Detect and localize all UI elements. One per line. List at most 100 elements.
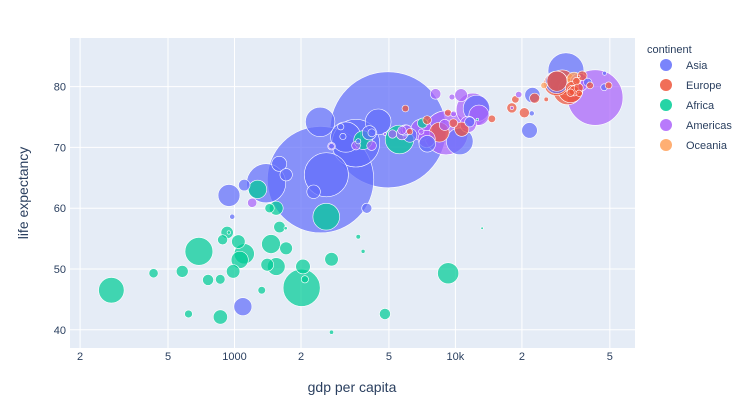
bubble-africa (273, 220, 286, 234)
bubble-asia (355, 138, 362, 145)
bubble-europe (448, 118, 458, 128)
bubble-americas (438, 119, 451, 131)
bubble-europe (586, 81, 594, 90)
bubble-europe (604, 81, 613, 90)
bubble-africa (230, 250, 249, 269)
bubble-africa (282, 268, 321, 307)
bubble-americas (366, 140, 377, 151)
x-tick-label: 5 (165, 351, 171, 363)
bubble-africa (480, 226, 484, 230)
bubble-africa (379, 308, 391, 320)
bubble-americas (450, 110, 457, 118)
bubble-europe (543, 96, 549, 102)
y-tick-label: 80 (54, 82, 66, 94)
bubble-asia (339, 133, 347, 140)
bubble-asia (238, 179, 251, 192)
bubble-africa (257, 286, 266, 295)
bubble-asia (418, 135, 436, 153)
x-tick-label: 2 (298, 351, 304, 363)
bubble-asia (521, 122, 538, 139)
bubble-americas (383, 132, 387, 136)
x-tick-label: 10k (447, 351, 465, 363)
bubble-africa (300, 275, 309, 284)
x-tick-label: 1000 (222, 351, 246, 363)
bubble-europe (406, 128, 414, 136)
bubble-africa (215, 274, 226, 285)
bubble-europe (422, 115, 432, 125)
bubble-asia (528, 110, 535, 117)
bubble-europe (577, 74, 581, 78)
legend-label-africa: Africa (686, 100, 715, 112)
y-tick-label: 70 (54, 142, 66, 154)
bubble-asia (464, 116, 476, 128)
bubble-americas (418, 128, 425, 135)
legend-title: continent (647, 44, 692, 56)
bubble-africa (279, 241, 293, 255)
legend-marker-oceania (660, 139, 672, 151)
legend-label-americas: Americas (686, 120, 732, 132)
legend-label-europe: Europe (686, 80, 721, 92)
bubble-asia (233, 297, 253, 317)
bubble-africa (324, 252, 339, 267)
bubble-asia (217, 184, 241, 207)
bubble-europe (546, 70, 568, 92)
bubble-africa (184, 309, 193, 319)
bubble-africa (212, 309, 228, 325)
bubble-africa (217, 234, 228, 246)
bubble-europe (566, 88, 575, 97)
legend-marker-europe (660, 79, 672, 91)
bubble-africa (312, 203, 340, 231)
bubble-africa (261, 234, 281, 254)
bubble-africa (231, 234, 246, 249)
bubble-europe (575, 89, 583, 97)
bubble-africa (202, 274, 214, 286)
bubble-europe (401, 104, 410, 113)
bubble-americas (515, 91, 523, 99)
bubble-americas (454, 88, 468, 102)
bubble-americas (397, 125, 407, 135)
bubble-asia (305, 106, 336, 137)
bubble-asia (328, 143, 335, 150)
legend: continent Asia Europe Africa Americas Oceani… (647, 44, 732, 152)
bubble-africa (437, 262, 460, 285)
bubble-africa (175, 265, 189, 278)
bubble-africa (283, 226, 288, 231)
bubble-africa (226, 264, 241, 279)
x-tick-label: 5 (386, 351, 392, 363)
bubble-asia (229, 213, 236, 220)
bubble-europe (454, 121, 470, 137)
bubble-africa (264, 203, 275, 214)
bubble-africa (260, 258, 274, 272)
y-tick-label: 60 (54, 203, 66, 215)
bubble-asia (602, 70, 607, 76)
bubble-oceania (540, 81, 548, 89)
bubble-americas (448, 93, 456, 101)
bubble-africa (98, 277, 125, 304)
bubbles (98, 52, 624, 335)
bubble-africa (329, 329, 334, 335)
bubble-europe (518, 107, 530, 119)
legend-marker-asia (660, 59, 672, 71)
bubble-africa (248, 179, 267, 199)
bubble-asia (279, 168, 293, 182)
bubble-asia (337, 123, 345, 131)
bubble-europe (529, 92, 540, 104)
bubble-americas (429, 88, 442, 100)
legend-marker-americas (660, 119, 672, 131)
y-tick-label: 40 (54, 325, 66, 337)
bubble-asia (271, 156, 287, 172)
x-tick-label: 2 (519, 351, 525, 363)
bubble-africa (355, 234, 361, 240)
y-tick-label: 50 (54, 264, 66, 276)
bubble-americas (247, 197, 258, 208)
bubble-asia (367, 128, 377, 138)
bubble-africa (226, 230, 231, 235)
axis-ticks: 2 5 1000 2 5 10k 2 5 40 50 60 70 80 (54, 82, 613, 363)
y-axis-title: life expectancy (15, 147, 31, 240)
bubble-africa (360, 249, 366, 254)
bubble-africa (184, 237, 214, 266)
legend-items: Asia Europe Africa Americas Oceania (660, 59, 732, 152)
bubble-europe (572, 77, 581, 86)
bubble-asia (361, 202, 373, 214)
